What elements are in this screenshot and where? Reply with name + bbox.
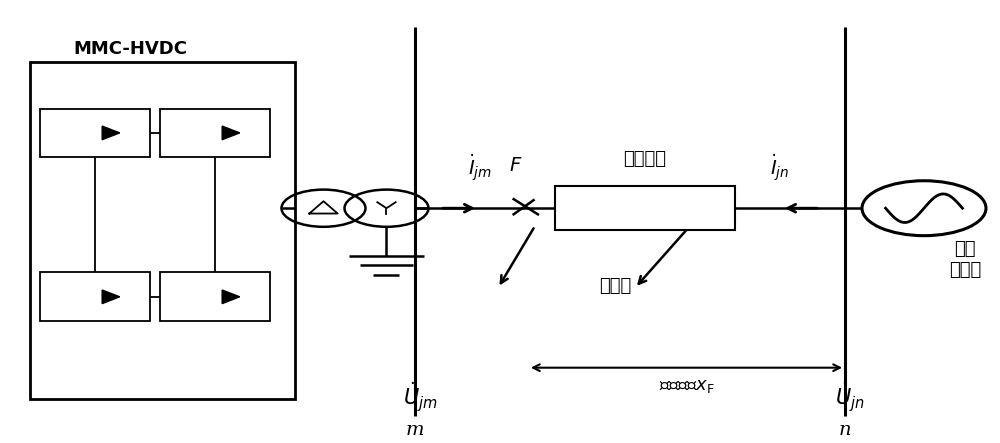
Bar: [40, 109, 150, 157]
Text: 架空线: 架空线: [599, 276, 631, 295]
Polygon shape: [102, 126, 120, 140]
Polygon shape: [222, 290, 240, 303]
Text: $F$: $F$: [509, 157, 523, 175]
Bar: [555, 186, 735, 230]
Text: 电力电缆: 电力电缆: [624, 150, 666, 168]
Text: 交流
电源侧: 交流 电源侧: [949, 240, 981, 279]
Text: $\dot{U}_{jm}$: $\dot{U}_{jm}$: [403, 381, 437, 414]
Bar: [40, 272, 150, 321]
Text: m: m: [406, 420, 424, 439]
Text: 故障距离$x_{\mathrm{F}}$: 故障距离$x_{\mathrm{F}}$: [659, 377, 714, 395]
Text: $\dot{I}_{jn}$: $\dot{I}_{jn}$: [770, 153, 790, 184]
Text: $\dot{I}_{jm}$: $\dot{I}_{jm}$: [468, 153, 492, 184]
Bar: [160, 272, 270, 321]
Polygon shape: [102, 290, 120, 303]
Text: n: n: [839, 420, 851, 439]
Bar: [160, 109, 270, 157]
Bar: [30, 62, 295, 399]
Text: MMC-HVDC: MMC-HVDC: [74, 39, 188, 58]
Polygon shape: [222, 126, 240, 140]
Text: $\dot{U}_{jn}$: $\dot{U}_{jn}$: [835, 381, 865, 414]
